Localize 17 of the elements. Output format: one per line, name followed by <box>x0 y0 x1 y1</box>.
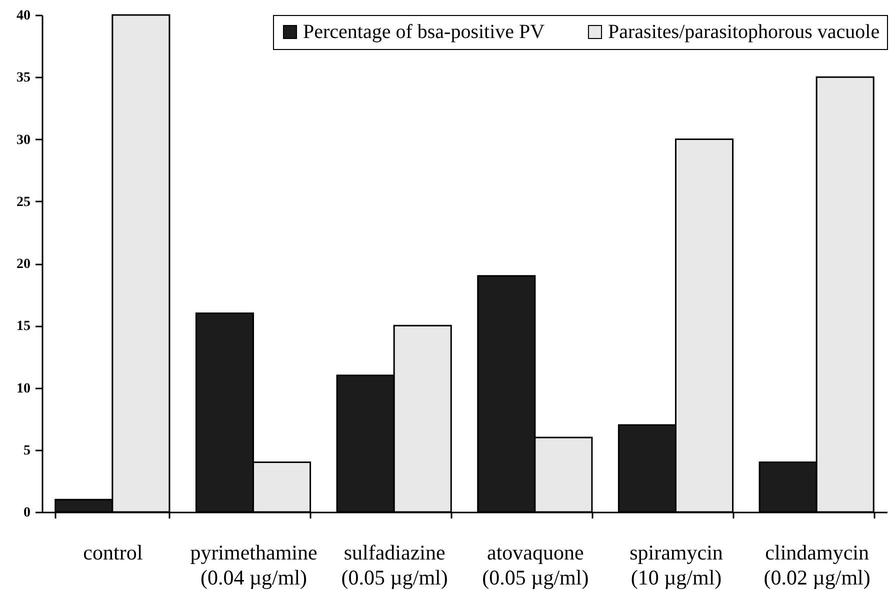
y-tick-label: 20 <box>16 257 30 272</box>
y-tick-label: 15 <box>16 319 30 334</box>
x-tick-label: pyrimethamine (0.04 µg/ml) <box>190 540 318 590</box>
y-tick-label: 40 <box>16 8 30 24</box>
x-tick-label: sulfadiazine (0.05 µg/ml) <box>341 540 448 590</box>
y-tick-label: 30 <box>16 132 30 148</box>
y-tick-label: 10 <box>16 381 30 396</box>
x-tick-label: spiramycin (10 µg/ml) <box>630 540 724 590</box>
y-tick-label: 0 <box>24 506 30 520</box>
y-tick-label: 25 <box>16 194 30 210</box>
x-tick-label: clindamycin (0.02 µg/ml) <box>764 540 870 590</box>
legend-label: Parasites/parasitophorous vacuole <box>608 21 880 43</box>
x-tick-label: control <box>83 540 143 564</box>
y-tick-label: 5 <box>24 443 30 458</box>
y-tick-label: 35 <box>16 70 30 86</box>
x-tick-label: atovaquone (0.05 µg/ml) <box>482 540 589 590</box>
legend-label: Percentage of bsa-positive PV <box>303 21 546 43</box>
